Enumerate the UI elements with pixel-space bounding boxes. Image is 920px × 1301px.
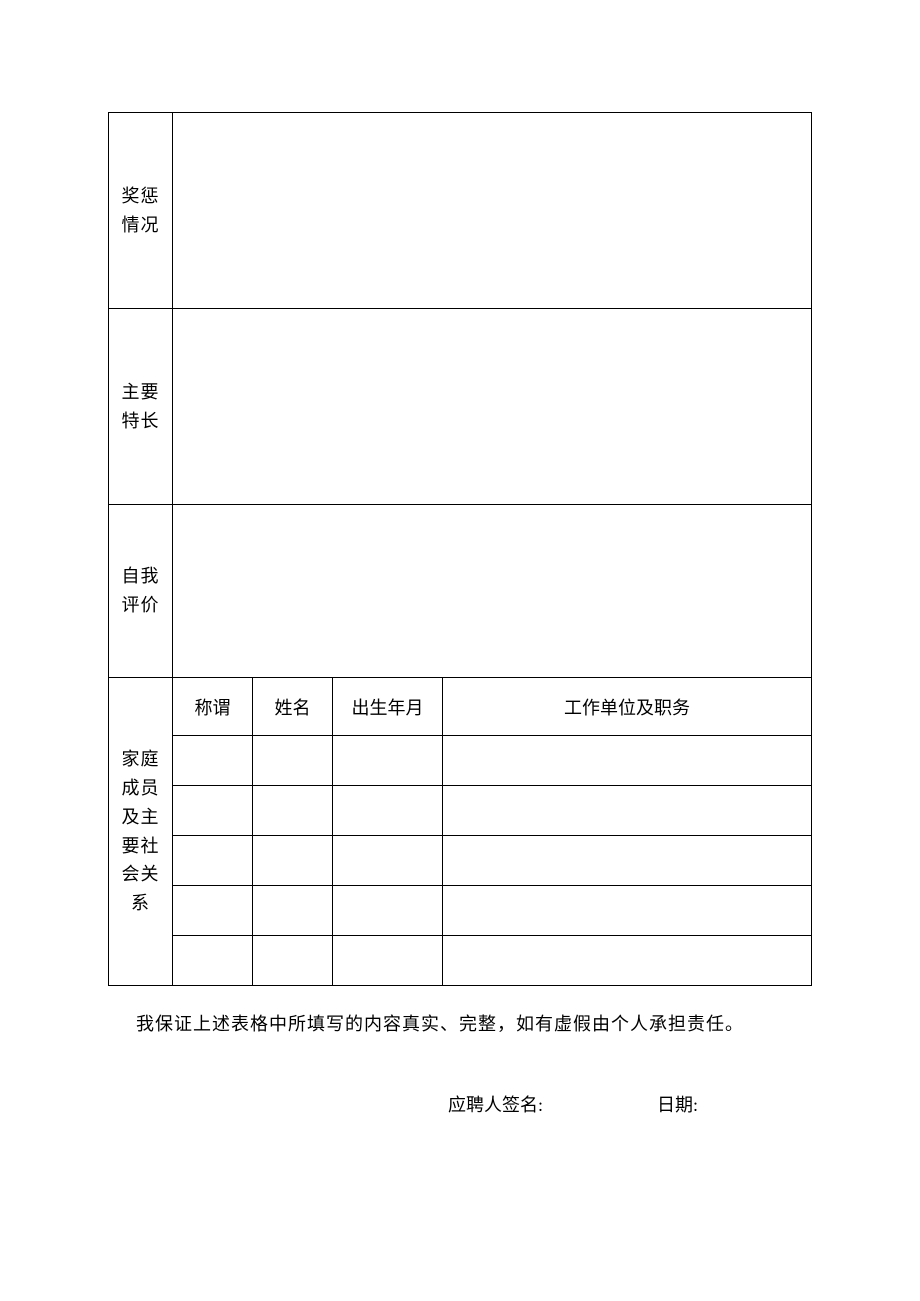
family-name-2[interactable]: [253, 786, 333, 836]
date-label: 日期:: [657, 1091, 698, 1117]
family-work-5[interactable]: [443, 936, 812, 986]
header-birth-date: 出生年月: [333, 678, 443, 736]
family-work-4[interactable]: [443, 886, 812, 936]
family-name-1[interactable]: [253, 736, 333, 786]
main-strengths-value[interactable]: [173, 309, 812, 505]
signature-label: 应聘人签名:: [448, 1091, 543, 1117]
family-relation-2[interactable]: [173, 786, 253, 836]
rewards-punishments-value[interactable]: [173, 113, 812, 309]
rewards-punishments-label: 奖惩情况: [109, 113, 173, 309]
family-row-2: [109, 786, 812, 836]
family-row-5: [109, 936, 812, 986]
family-relation-1[interactable]: [173, 736, 253, 786]
signature-row: 应聘人签名: 日期:: [108, 1091, 812, 1117]
family-birth-2[interactable]: [333, 786, 443, 836]
self-evaluation-value[interactable]: [173, 505, 812, 678]
header-name: 姓名: [253, 678, 333, 736]
family-work-1[interactable]: [443, 736, 812, 786]
family-relation-5[interactable]: [173, 936, 253, 986]
family-row-3: [109, 836, 812, 886]
family-name-5[interactable]: [253, 936, 333, 986]
family-birth-1[interactable]: [333, 736, 443, 786]
family-work-2[interactable]: [443, 786, 812, 836]
family-name-4[interactable]: [253, 886, 333, 936]
application-form-table: 奖惩情况 主要特长 自我评价 家庭成员及主要社会关系 称谓 姓名 出生年月 工作…: [108, 112, 812, 986]
family-birth-5[interactable]: [333, 936, 443, 986]
family-relation-4[interactable]: [173, 886, 253, 936]
main-strengths-label: 主要特长: [109, 309, 173, 505]
main-strengths-row: 主要特长: [109, 309, 812, 505]
family-header-row: 家庭成员及主要社会关系 称谓 姓名 出生年月 工作单位及职务: [109, 678, 812, 736]
family-birth-3[interactable]: [333, 836, 443, 886]
family-birth-4[interactable]: [333, 886, 443, 936]
family-row-4: [109, 886, 812, 936]
family-relations-label: 家庭成员及主要社会关系: [109, 678, 173, 986]
self-evaluation-row: 自我评价: [109, 505, 812, 678]
header-relation: 称谓: [173, 678, 253, 736]
declaration-text: 我保证上述表格中所填写的内容真实、完整，如有虚假由个人承担责任。: [136, 1010, 812, 1039]
family-name-3[interactable]: [253, 836, 333, 886]
family-work-3[interactable]: [443, 836, 812, 886]
self-evaluation-label: 自我评价: [109, 505, 173, 678]
form-page: 奖惩情况 主要特长 自我评价 家庭成员及主要社会关系 称谓 姓名 出生年月 工作…: [0, 0, 920, 1117]
family-row-1: [109, 736, 812, 786]
family-relation-3[interactable]: [173, 836, 253, 886]
header-work-position: 工作单位及职务: [443, 678, 812, 736]
rewards-punishments-row: 奖惩情况: [109, 113, 812, 309]
